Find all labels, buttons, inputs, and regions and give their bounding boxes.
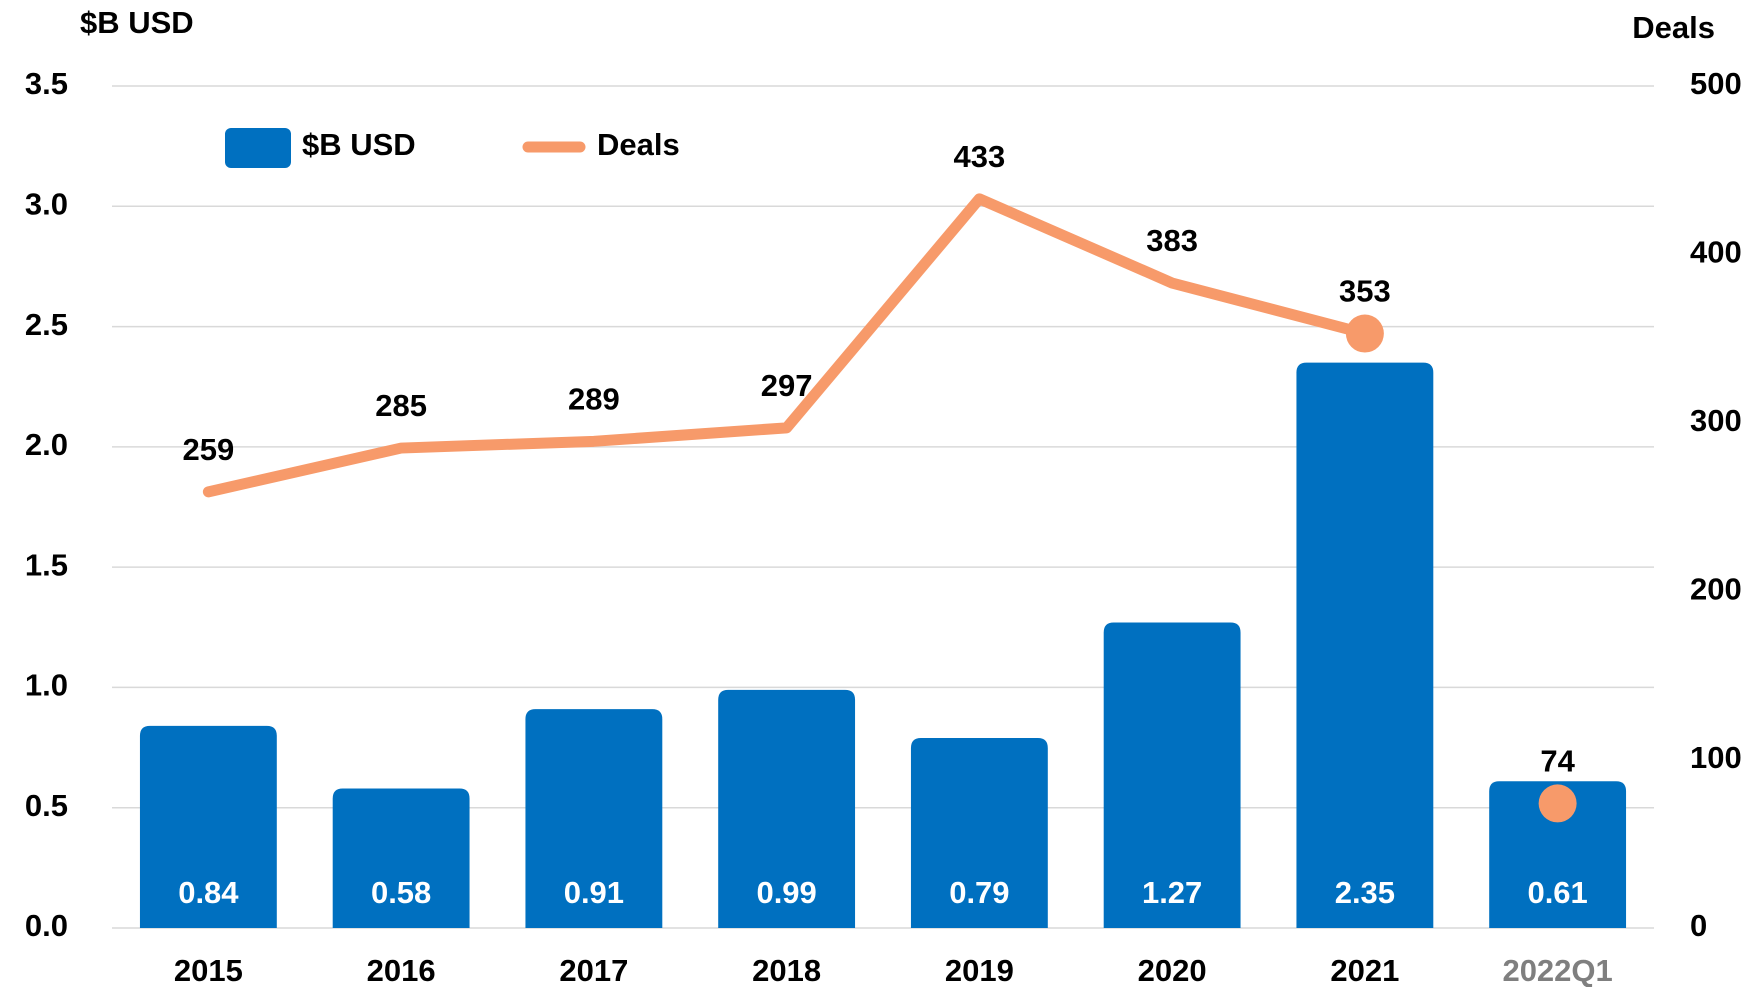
bar-value-label: 0.79	[949, 875, 1009, 910]
bar-value-label: 0.99	[756, 875, 816, 910]
x-tick-label: 2017	[559, 953, 628, 987]
deals-value-label: 74	[1540, 744, 1575, 779]
deals-value-label: 297	[761, 368, 813, 403]
bar-value-label: 0.58	[371, 875, 431, 910]
deals-value-label: 433	[954, 139, 1006, 174]
deals-value-label: 289	[568, 382, 620, 417]
bar	[718, 689, 856, 928]
deals-line	[202, 193, 1371, 498]
bar-value-label: 0.84	[178, 875, 239, 910]
y-tick-label: 0.5	[25, 788, 68, 823]
deals-marker	[1345, 314, 1384, 353]
y-axis-title: $B USD	[80, 5, 194, 40]
y-tick-label: 1.0	[25, 668, 68, 703]
bar	[1103, 622, 1241, 928]
bar	[139, 725, 277, 928]
y-tick-label: 3.0	[25, 186, 68, 221]
y-tick-label: 0.0	[25, 908, 68, 943]
y2-axis-title: Deals	[1632, 10, 1715, 45]
bar	[910, 737, 1048, 928]
bar	[525, 709, 663, 928]
y-tick-label: 3.5	[25, 66, 68, 101]
y2-tick-label: 300	[1690, 403, 1742, 438]
deals-value-label: 259	[183, 432, 235, 467]
deals-marker	[1538, 784, 1577, 823]
legend-label: Deals	[597, 127, 680, 162]
bar-value-label: 1.27	[1142, 875, 1202, 910]
y2-tick-label: 400	[1690, 235, 1742, 270]
deals-value-label: 383	[1146, 223, 1198, 258]
y2-tick-label: 0	[1690, 908, 1707, 943]
y2-tick-label: 100	[1690, 740, 1742, 775]
deals-value-label: 353	[1339, 274, 1391, 309]
y-tick-label: 2.0	[25, 427, 68, 462]
bar	[1296, 362, 1434, 929]
legend-label: $B USD	[302, 127, 416, 162]
x-tick-label: 2018	[752, 953, 821, 987]
bar-value-label: 0.61	[1527, 875, 1587, 910]
bar	[1489, 781, 1627, 928]
deals-value-label: 285	[375, 388, 427, 423]
x-tick-label: 2015	[174, 953, 243, 987]
legend-swatch	[225, 128, 291, 168]
x-tick-label: 2021	[1330, 953, 1399, 987]
bar-value-label: 2.35	[1335, 875, 1395, 910]
bar-value-label: 0.91	[564, 875, 624, 910]
y-tick-label: 1.5	[25, 547, 68, 582]
x-tick-label: 2022Q1	[1502, 953, 1612, 987]
y2-tick-label: 500	[1690, 66, 1742, 101]
x-tick-label: 2020	[1138, 953, 1207, 987]
x-tick-label: 2016	[367, 953, 436, 987]
bar	[332, 788, 470, 928]
y-tick-label: 2.5	[25, 307, 68, 342]
y2-tick-label: 200	[1690, 571, 1742, 606]
x-tick-label: 2019	[945, 953, 1014, 987]
